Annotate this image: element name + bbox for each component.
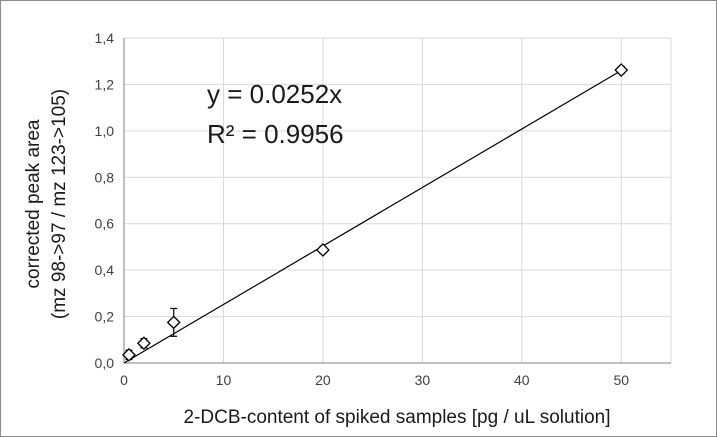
y-tick-label: 0,4 <box>95 262 115 278</box>
y-tick-label: 0,6 <box>95 216 115 232</box>
y-tick-label: 0,2 <box>95 309 115 325</box>
y-axis-title-line2: (mz 98->97 / mz 123->105) <box>49 89 70 319</box>
fit-layer <box>123 69 622 364</box>
x-tick-label: 30 <box>415 372 431 388</box>
grid-layer <box>124 37 672 363</box>
trendline <box>123 69 622 364</box>
x-tick-label: 40 <box>514 372 530 388</box>
point-layer <box>122 63 629 362</box>
y-tick-label: 0,8 <box>95 169 115 185</box>
y-tick-label: 1,0 <box>95 123 115 139</box>
x-tick-label: 20 <box>315 372 331 388</box>
x-axis-title: 2-DCB-content of spiked samples [pg / uL… <box>183 407 610 428</box>
x-tick-label: 50 <box>613 372 629 388</box>
y-axis-title-line1: corrected peak area <box>23 119 44 288</box>
axis-layer <box>123 38 671 364</box>
diamond-marker <box>315 243 330 257</box>
data-point <box>136 336 151 351</box>
diamond-marker <box>122 347 136 362</box>
data-point <box>166 307 181 337</box>
y-tick-label: 1,4 <box>95 30 115 46</box>
x-tick-label: 10 <box>216 372 232 388</box>
data-point <box>122 347 136 362</box>
data-point <box>614 63 629 77</box>
diamond-marker <box>136 336 151 351</box>
r-squared-label: R² = 0.9956 <box>207 119 344 149</box>
x-tick-labels: 0 10 20 30 40 50 <box>120 372 629 388</box>
data-point <box>315 243 330 257</box>
y-tick-label: 1,2 <box>95 76 115 92</box>
diamond-marker <box>614 63 629 77</box>
y-tick-label: 0,0 <box>95 355 115 371</box>
diamond-marker <box>166 315 181 330</box>
equation-label: y = 0.0252x <box>207 79 342 109</box>
y-tick-labels: 0,0 0,2 0,4 0,6 0,8 1,0 1,2 1,4 <box>95 30 115 371</box>
x-tick-label: 0 <box>120 372 128 388</box>
